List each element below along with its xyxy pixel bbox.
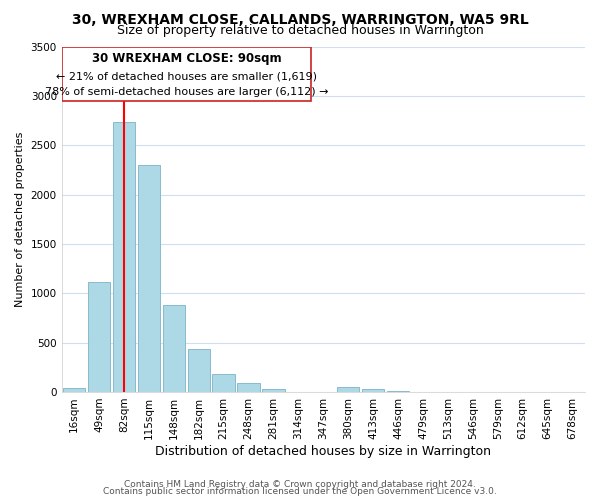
Bar bbox=[337, 386, 359, 392]
Bar bbox=[163, 305, 185, 392]
Text: Contains HM Land Registry data © Crown copyright and database right 2024.: Contains HM Land Registry data © Crown c… bbox=[124, 480, 476, 489]
Text: Contains public sector information licensed under the Open Government Licence v3: Contains public sector information licen… bbox=[103, 487, 497, 496]
Bar bbox=[387, 391, 409, 392]
Bar bbox=[63, 388, 85, 392]
Bar bbox=[88, 282, 110, 392]
Text: Size of property relative to detached houses in Warrington: Size of property relative to detached ho… bbox=[116, 24, 484, 37]
Bar bbox=[238, 382, 260, 392]
Bar bbox=[362, 389, 385, 392]
Text: 78% of semi-detached houses are larger (6,112) →: 78% of semi-detached houses are larger (… bbox=[45, 87, 328, 97]
X-axis label: Distribution of detached houses by size in Warrington: Distribution of detached houses by size … bbox=[155, 444, 491, 458]
Text: 30, WREXHAM CLOSE, CALLANDS, WARRINGTON, WA5 9RL: 30, WREXHAM CLOSE, CALLANDS, WARRINGTON,… bbox=[71, 12, 529, 26]
Y-axis label: Number of detached properties: Number of detached properties bbox=[15, 132, 25, 307]
Text: ← 21% of detached houses are smaller (1,619): ← 21% of detached houses are smaller (1,… bbox=[56, 71, 317, 81]
Bar bbox=[137, 165, 160, 392]
FancyBboxPatch shape bbox=[62, 48, 311, 101]
Bar bbox=[212, 374, 235, 392]
Bar bbox=[188, 349, 210, 392]
Bar bbox=[262, 388, 285, 392]
Bar bbox=[113, 122, 135, 392]
Text: 30 WREXHAM CLOSE: 90sqm: 30 WREXHAM CLOSE: 90sqm bbox=[92, 52, 281, 65]
